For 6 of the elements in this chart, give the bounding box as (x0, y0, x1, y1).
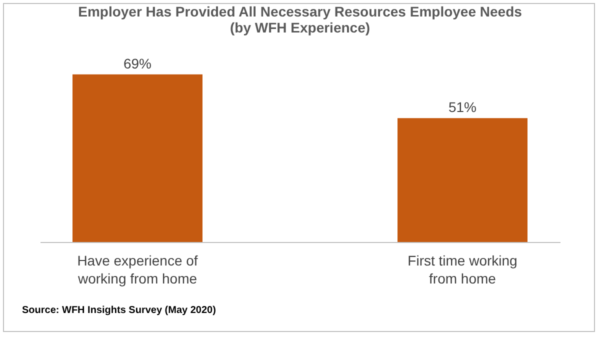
chart-title: Employer Has Provided All Necessary Resources Employee Needs (by WFH Experience) (78, 3, 522, 36)
source-note: Source: WFH Insights Survey (May 2020) (22, 305, 216, 316)
x-tick-label: Have experience of working from home (76, 252, 198, 286)
data-label: 69% (123, 55, 152, 72)
data-label: 51% (448, 99, 477, 116)
x-tick-label: First time working from home (408, 252, 518, 286)
